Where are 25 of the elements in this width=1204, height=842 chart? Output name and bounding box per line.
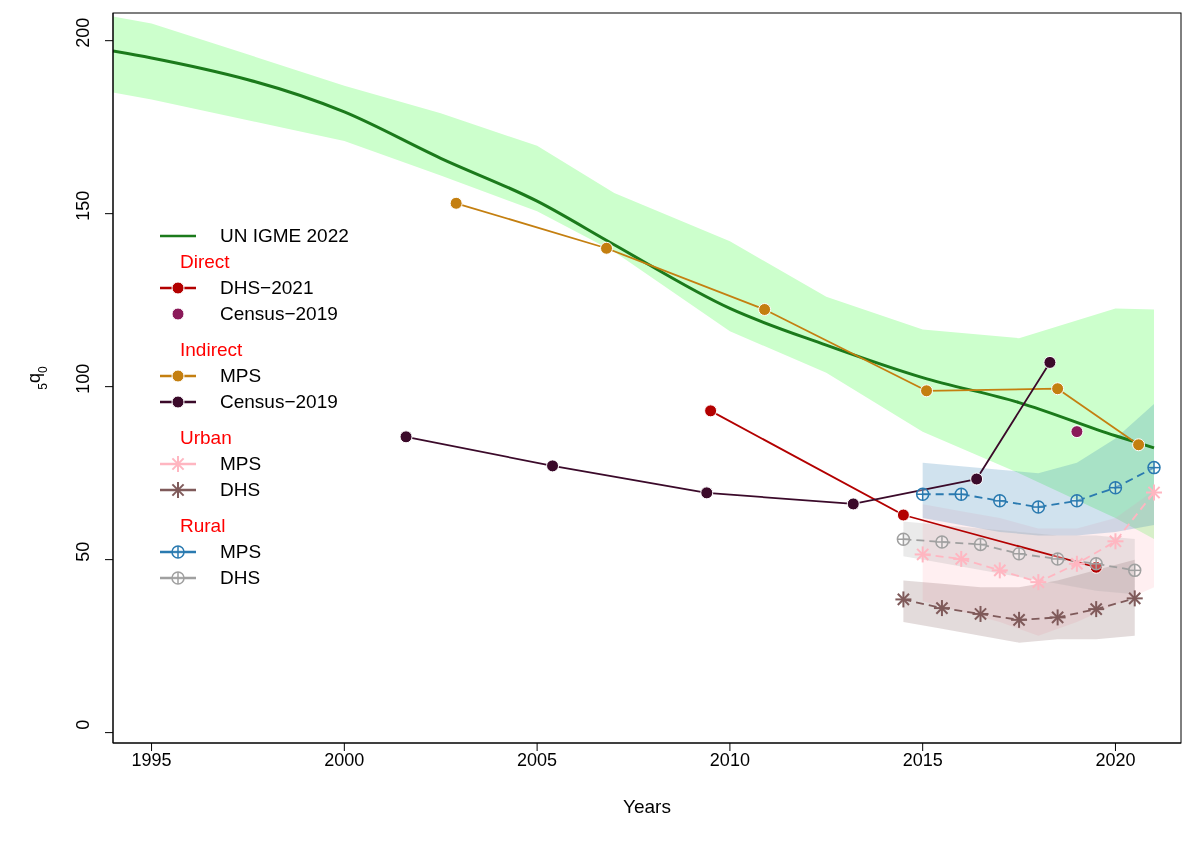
y-tick-label: 200 [73, 17, 93, 48]
legend-label: MPS [220, 452, 262, 476]
legend-label: Census−2019 [220, 390, 338, 414]
annotation: Rural [180, 514, 227, 538]
legend-label: Census−2019 [220, 302, 338, 326]
x-tick-label: 2005 [517, 749, 558, 770]
annotation: Indirect [180, 338, 244, 362]
x-tick-label: 2000 [324, 749, 365, 770]
legend-label: MPS [220, 540, 262, 564]
legend-label: UN IGME 2022 [220, 224, 349, 248]
y-tick-label: 50 [73, 541, 93, 562]
legend-label: DHS [220, 566, 261, 590]
x-axis-title: Years [623, 796, 671, 817]
annotation: Urban [180, 426, 233, 450]
x-tick-label: 2020 [1095, 749, 1136, 770]
legend-label: DHS [220, 478, 261, 502]
x-tick-label: 2015 [902, 749, 943, 770]
legend-label: DHS−2021 [220, 276, 314, 300]
y-tick-label: 0 [73, 719, 93, 730]
y-tick-label: 150 [73, 190, 93, 221]
legend-label: MPS [220, 364, 262, 388]
x-tick-label: 2010 [709, 749, 750, 770]
x-tick-label: 1995 [131, 749, 172, 770]
y-tick-label: 100 [73, 363, 93, 394]
annotation: Direct [180, 250, 231, 274]
